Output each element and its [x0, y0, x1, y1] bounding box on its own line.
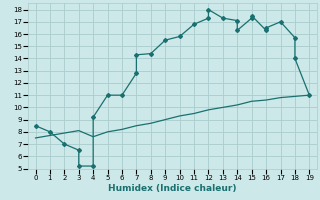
- X-axis label: Humidex (Indice chaleur): Humidex (Indice chaleur): [108, 184, 237, 193]
